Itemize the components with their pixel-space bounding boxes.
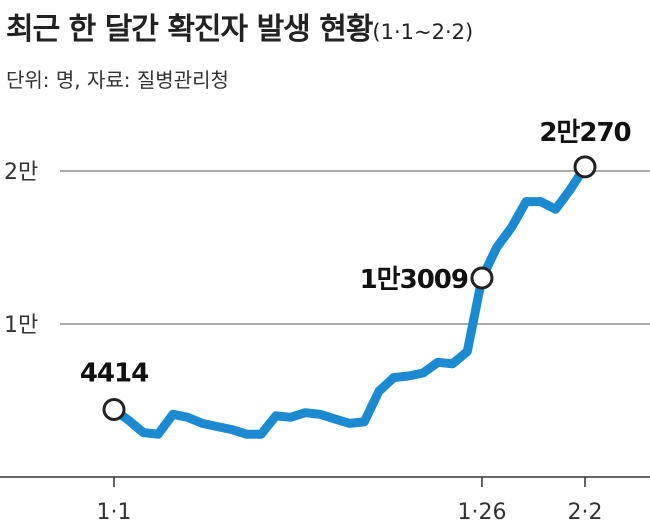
point-marker-2 (573, 155, 597, 179)
point-marker-1 (470, 266, 494, 290)
data-label-1: 1만3009 (360, 265, 468, 295)
y-tick-label-0: 1만 (4, 313, 38, 338)
data-label-0: 4414 (80, 358, 148, 388)
chart-title: 최근 한 달간 확진자 발생 현황(1·1~2·2) (6, 4, 473, 48)
y-tick-label-1: 2만 (4, 160, 38, 185)
title-range: (1·1~2·2) (372, 20, 474, 44)
title-text: 최근 한 달간 확진자 발생 현황 (6, 12, 373, 47)
point-marker-0 (102, 397, 126, 421)
x-tick-label-0: 1·1 (97, 500, 132, 525)
x-tick-label-2: 2·2 (568, 500, 603, 525)
chart-subtitle: 단위: 명, 자료: 질병관리청 (6, 68, 229, 92)
series-line (109, 162, 590, 439)
data-label-2: 2만270 (539, 118, 630, 148)
x-tick-label-1: 1·26 (457, 500, 506, 525)
